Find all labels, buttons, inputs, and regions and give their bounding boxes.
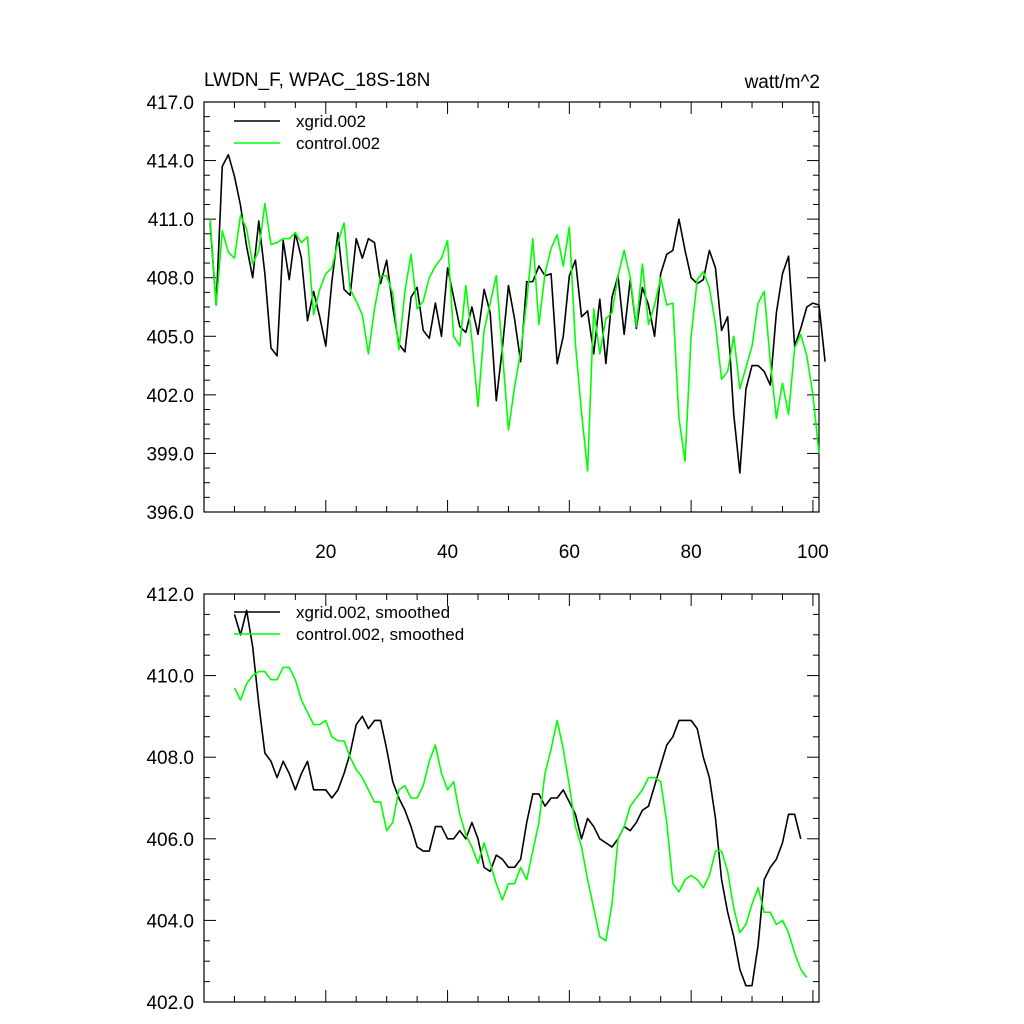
- y-tick-label: 411.0: [148, 210, 194, 231]
- series-line-control: [209, 202, 820, 472]
- y-tick-label: 408.0: [146, 748, 194, 769]
- legend-label: xgrid.002: [296, 112, 366, 131]
- legend-label: control.002: [296, 134, 380, 153]
- x-tick-label: 100: [797, 542, 829, 563]
- x-tick-label: 20: [315, 542, 336, 563]
- bottom-panel: 402.0 404.0 406.0 408.0 410.0 412.0 xgrid.002,…: [146, 585, 820, 1014]
- y-tick-label: 396.0: [146, 503, 194, 524]
- series-line-xgrid: [233, 609, 802, 987]
- y-tick-label: 410.0: [146, 667, 194, 688]
- x-tick-label: 40: [437, 542, 458, 563]
- series-line-control: [233, 666, 808, 978]
- y-tick-label: 406.0: [146, 830, 194, 851]
- y-tick-label: 417.0: [146, 93, 194, 114]
- units-label: watt/m^2: [744, 72, 820, 93]
- y-tick-label: 405.0: [146, 327, 194, 348]
- chart-title: LWDN_F, WPAC_18S-18N: [204, 70, 430, 91]
- plot-frame: [203, 593, 820, 1003]
- x-tick-label: 80: [681, 542, 702, 563]
- x-tick-label: 60: [559, 542, 580, 563]
- legend-label: xgrid.002, smoothed: [296, 603, 450, 622]
- y-tick-label: 414.0: [146, 152, 194, 173]
- y-tick-label: 408.0: [146, 269, 194, 290]
- series-line-xgrid: [209, 153, 826, 474]
- top-panel: 396.0 399.0 402.0 405.0 408.0 411.0 414.0 417.0…: [146, 93, 828, 563]
- y-tick-label: 404.0: [146, 911, 194, 932]
- legend-label: control.002, smoothed: [296, 625, 464, 644]
- y-tick-label: 402.0: [146, 993, 194, 1014]
- y-tick-label: 412.0: [146, 585, 194, 606]
- y-tick-label: 399.0: [146, 444, 194, 465]
- y-tick-label: 402.0: [146, 386, 194, 407]
- plot-frame: [203, 101, 820, 513]
